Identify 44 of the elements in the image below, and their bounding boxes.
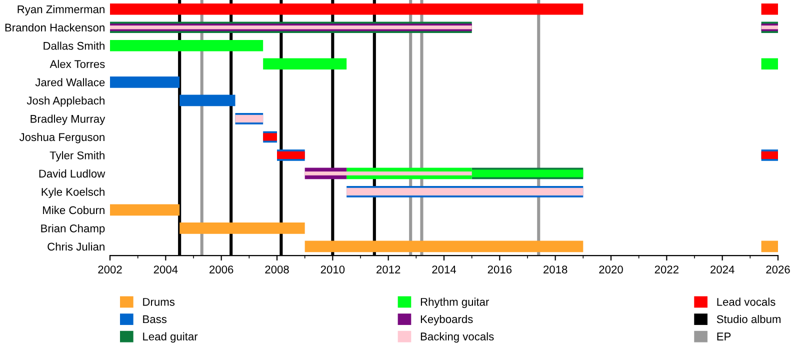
y-tick-label: Mike Coburn [43, 206, 104, 214]
y-tick-label: Ryan Zimmerman [18, 5, 104, 16]
x-tick-label: 2002 [98, 266, 122, 274]
x-tick-label: 2014 [432, 266, 456, 274]
x-tick-label: 2006 [210, 266, 234, 274]
x-tick-label: 2024 [710, 266, 734, 274]
legend-label: Lead guitar [143, 332, 198, 343]
y-tick-label: Alex Torres [50, 60, 105, 68]
legend-label: Rhythm guitar [420, 298, 490, 308]
y-tick-label: Josh Applebach [26, 96, 104, 107]
x-tick-label: 2016 [488, 266, 512, 274]
bar [180, 94, 236, 106]
x-tick-label: 2022 [654, 266, 678, 274]
y-tick-label: Jared Wallace [35, 78, 105, 86]
y-tick-label: Joshua Ferguson [19, 132, 104, 144]
bar [110, 40, 264, 52]
x-tick-label: 2012 [376, 266, 400, 274]
x-tick-label: 2020 [599, 266, 623, 274]
x-tick-label: 2008 [265, 266, 289, 274]
x-tick-label: 2004 [154, 266, 178, 274]
x-tick-label: 2018 [544, 266, 568, 274]
legend-label: Drums [143, 298, 175, 306]
x-tick-label: 2026 [766, 266, 790, 274]
y-tick-label: Brandon Hackenson [5, 23, 104, 32]
y-tick-label: David Ludlow [39, 169, 106, 178]
legend-label: Lead vocals [717, 298, 776, 306]
y-tick-label: Kyle Koelsch [42, 188, 104, 198]
y-tick-label: Chris Julian [48, 242, 104, 251]
y-tick-label: Dallas Smith [44, 42, 104, 50]
x-tick-label: 2010 [320, 266, 345, 274]
bar [263, 58, 347, 70]
bar [110, 76, 180, 88]
legend-label: Keyboards [420, 314, 473, 326]
y-tick-label: Bradley Murray [30, 114, 106, 126]
legend-label: EP [717, 332, 731, 340]
bar [304, 240, 584, 252]
bar [761, 240, 778, 252]
bar [180, 222, 305, 234]
legend-label: Studio album [716, 314, 780, 324]
bar [110, 204, 180, 216]
legend-label: Backing vocals [420, 332, 494, 343]
legend-label: Bass [143, 315, 167, 324]
y-tick-label: Brian Champ [41, 224, 105, 235]
y-tick-label: Tyler Smith [50, 151, 104, 162]
